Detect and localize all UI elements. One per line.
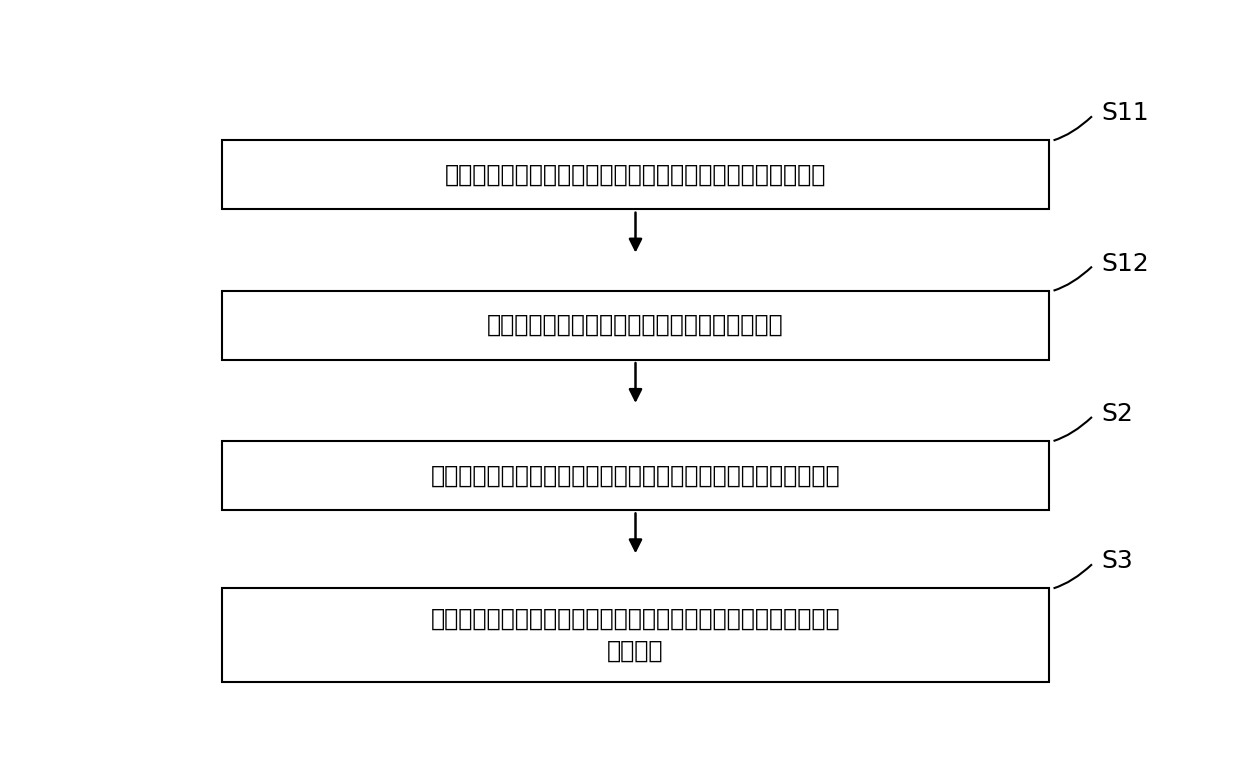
FancyBboxPatch shape bbox=[222, 441, 1049, 510]
Text: S12: S12 bbox=[1101, 251, 1149, 276]
FancyBboxPatch shape bbox=[222, 141, 1049, 209]
Text: S3: S3 bbox=[1101, 549, 1133, 573]
Text: S2: S2 bbox=[1101, 402, 1133, 426]
FancyBboxPatch shape bbox=[222, 291, 1049, 360]
Text: 根据所述天线的远场方向图进行数学逆变换，获取天线的第二近场
分布数据: 根据所述天线的远场方向图进行数学逆变换，获取天线的第二近场 分布数据 bbox=[430, 607, 841, 663]
Text: 通过探头对天线进行采样，获取一个或多个采样点的位置信息: 通过探头对天线进行采样，获取一个或多个采样点的位置信息 bbox=[445, 163, 826, 187]
FancyBboxPatch shape bbox=[222, 588, 1049, 682]
Text: S11: S11 bbox=[1101, 102, 1149, 125]
Text: 根据所述位置信息获取天线的第一近场分布数据: 根据所述位置信息获取天线的第一近场分布数据 bbox=[487, 313, 784, 337]
Text: 根据所述第一近场分布数据进行数学变换，获取天线的远场方向图: 根据所述第一近场分布数据进行数学变换，获取天线的远场方向图 bbox=[430, 464, 841, 487]
